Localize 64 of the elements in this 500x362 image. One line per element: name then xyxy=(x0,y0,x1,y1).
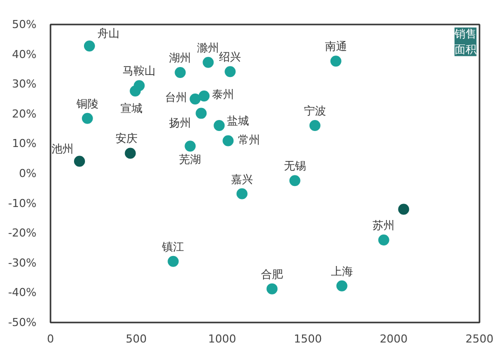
annotation: 池州 xyxy=(52,142,74,156)
point xyxy=(214,120,225,132)
point xyxy=(398,204,410,215)
x-tick-label: 0 xyxy=(47,332,54,346)
point xyxy=(236,188,248,200)
x-tick-label: 2000 xyxy=(380,332,408,346)
point xyxy=(174,66,186,78)
point xyxy=(336,280,348,292)
annotation: 安庆 xyxy=(115,132,138,146)
point xyxy=(266,283,278,294)
y-tick-label: 0% xyxy=(19,167,36,180)
annotation: 盐城 xyxy=(227,114,250,128)
annotation: 常州 xyxy=(238,134,260,147)
y-tick-label: 40% xyxy=(12,48,37,61)
annotation: 舟山 xyxy=(97,26,120,40)
point xyxy=(130,85,141,96)
annotation: 滁州 xyxy=(197,41,220,54)
annotation: 台州 xyxy=(165,91,188,104)
point xyxy=(84,40,95,52)
point xyxy=(198,90,210,102)
point xyxy=(289,175,300,186)
point xyxy=(196,108,207,119)
annotation: 镇江 xyxy=(161,240,184,254)
y-tick-label: -20% xyxy=(8,226,37,240)
point xyxy=(190,94,201,104)
annotation: 绍兴 xyxy=(219,50,242,64)
x-tick-label: 2500 xyxy=(466,332,494,346)
annotation: 上海 xyxy=(330,264,353,278)
annotation: 宣城 xyxy=(120,102,142,115)
point xyxy=(184,140,196,152)
point xyxy=(82,112,93,124)
y-tick-label: 30% xyxy=(12,78,37,91)
annotation: 马鞍山 xyxy=(122,64,156,78)
annotation: 扬州 xyxy=(169,116,192,130)
y-tick-label: -50% xyxy=(8,316,37,329)
y-axis-title: 销售面积 xyxy=(454,28,476,56)
x-tick-label: 1500 xyxy=(294,332,322,346)
y-tick-label: 20% xyxy=(12,107,37,120)
y-tick-label: -10% xyxy=(8,196,37,210)
point xyxy=(74,156,85,167)
annotation: 苏州 xyxy=(372,218,395,232)
annotation: 宁波 xyxy=(304,104,326,118)
annotation: 合肥 xyxy=(261,268,284,281)
y-tick-label: -30% xyxy=(8,256,37,270)
annotation: 泰州 xyxy=(212,88,234,102)
annotation: 嘉兴 xyxy=(231,172,254,186)
point xyxy=(168,256,179,267)
point xyxy=(378,234,390,246)
annotation: 芜湖 xyxy=(179,153,202,166)
x-tick-label: 1000 xyxy=(208,332,236,346)
annotation: 铜陵 xyxy=(75,97,98,110)
y-tick-label: 50% xyxy=(12,18,37,31)
point xyxy=(330,56,342,67)
annotation: 南通 xyxy=(324,40,347,54)
y-tick-label: -40% xyxy=(8,286,37,300)
point xyxy=(124,148,136,159)
point xyxy=(309,120,320,132)
point xyxy=(202,56,214,68)
annotation: 无锡 xyxy=(284,160,306,173)
point xyxy=(222,135,234,146)
y-tick-label: 10% xyxy=(12,137,37,150)
annotation: 湖州 xyxy=(169,51,192,64)
point xyxy=(224,66,236,78)
x-tick-label: 500 xyxy=(126,332,147,346)
